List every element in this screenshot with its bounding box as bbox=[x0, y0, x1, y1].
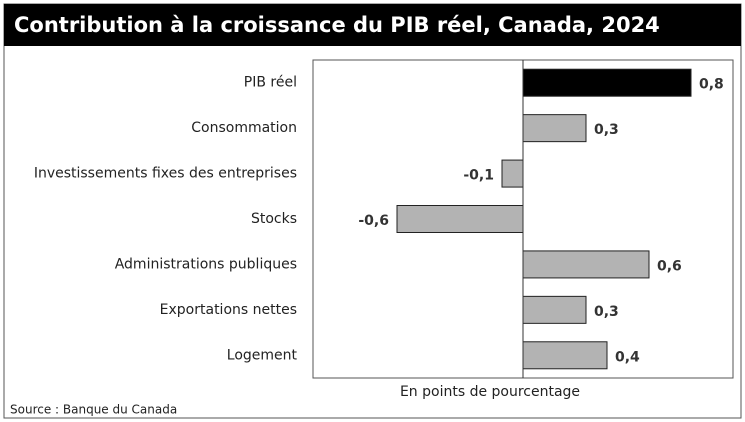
value-label: -0,1 bbox=[463, 168, 494, 184]
y-tick-label: Stocks bbox=[251, 211, 297, 227]
bar bbox=[501, 159, 524, 188]
bar bbox=[522, 295, 587, 324]
value-label: 0,3 bbox=[594, 122, 619, 138]
chart-title: Contribution à la croissance du PIB réel… bbox=[14, 13, 660, 37]
value-label: 0,3 bbox=[594, 304, 619, 320]
y-tick-label: PIB réel bbox=[244, 75, 297, 91]
y-tick-label: Exportations nettes bbox=[160, 302, 297, 318]
y-tick-label: Administrations publiques bbox=[115, 256, 297, 272]
value-label: 0,4 bbox=[615, 349, 640, 365]
bar bbox=[522, 114, 587, 143]
value-label: -0,6 bbox=[358, 213, 389, 229]
value-label: 0,8 bbox=[699, 77, 724, 93]
y-tick-label: Logement bbox=[227, 347, 298, 363]
source: Source : Banque du Canada bbox=[10, 403, 177, 417]
bar bbox=[522, 250, 650, 279]
title-bar bbox=[4, 4, 741, 46]
value-label: 0,6 bbox=[657, 258, 682, 274]
y-tick-label: Consommation bbox=[191, 120, 297, 136]
x-axis-label: En points de pourcentage bbox=[400, 384, 580, 400]
bar bbox=[396, 205, 524, 233]
bar bbox=[522, 341, 608, 370]
bar bbox=[522, 68, 692, 97]
y-tick-label: Investissements fixes des entreprises bbox=[34, 166, 297, 182]
